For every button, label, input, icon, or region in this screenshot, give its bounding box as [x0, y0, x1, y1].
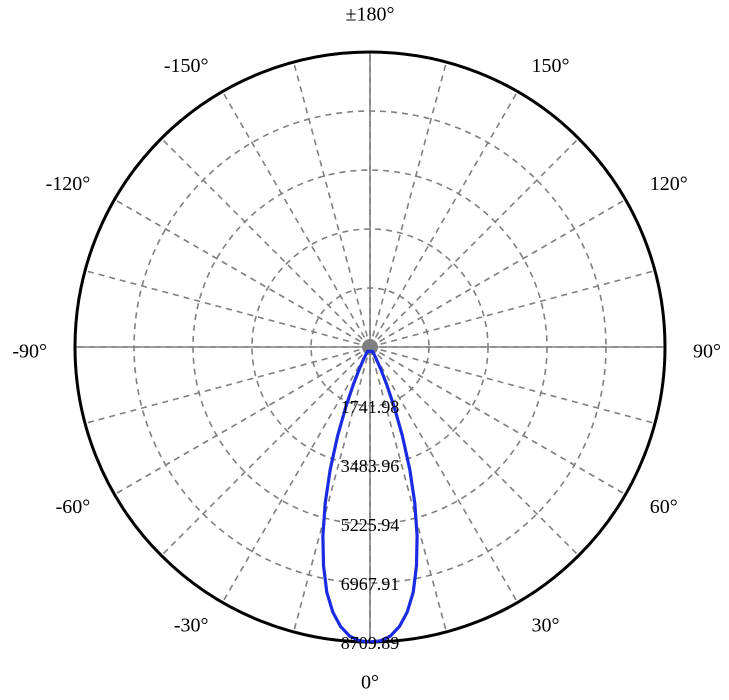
- angle-tick-label: -120°: [46, 173, 91, 195]
- polar-chart: 1741.98 3483.96 5225.94 6967.91 8709.89 0° 30°…: [0, 0, 729, 700]
- radial-tick-label: 8709.89: [341, 633, 400, 653]
- angle-tick-label: 60°: [650, 496, 678, 518]
- radial-tick-label: 6967.91: [341, 574, 400, 594]
- grid-spoke: [370, 62, 446, 347]
- radial-tick-label: 3483.96: [341, 456, 400, 476]
- grid-spoke: [370, 347, 655, 423]
- grid-spoke: [115, 347, 370, 495]
- grid-spoke: [370, 200, 625, 348]
- grid-spoke: [223, 92, 371, 347]
- grid-spoke: [115, 200, 370, 348]
- grid-spoke: [370, 92, 518, 347]
- grid-spoke: [370, 347, 579, 556]
- angle-tick-label: -60°: [56, 496, 91, 518]
- grid-spoke: [370, 138, 579, 347]
- angle-tick-label: 30°: [532, 614, 560, 636]
- grid-spoke: [161, 138, 370, 347]
- angle-tick-label: -30°: [174, 614, 209, 636]
- angle-tick-label: -90°: [12, 341, 47, 363]
- grid-spoke: [85, 271, 370, 347]
- angle-tick-label: 0°: [361, 672, 379, 694]
- grid-spoke: [161, 347, 370, 556]
- radial-tick-label: 1741.98: [341, 397, 400, 417]
- grid-spoke: [294, 62, 370, 347]
- radial-tick-label: 5225.94: [341, 515, 400, 535]
- grid-spoke: [370, 271, 655, 347]
- angle-tick-label: -150°: [164, 55, 209, 77]
- angle-tick-label: 120°: [650, 173, 688, 195]
- angle-tick-label: 90°: [693, 341, 721, 363]
- grid-spoke: [370, 347, 625, 495]
- grid-spoke: [85, 347, 370, 423]
- angle-tick-label: ±180°: [346, 4, 395, 26]
- angle-tick-label: 150°: [532, 55, 570, 77]
